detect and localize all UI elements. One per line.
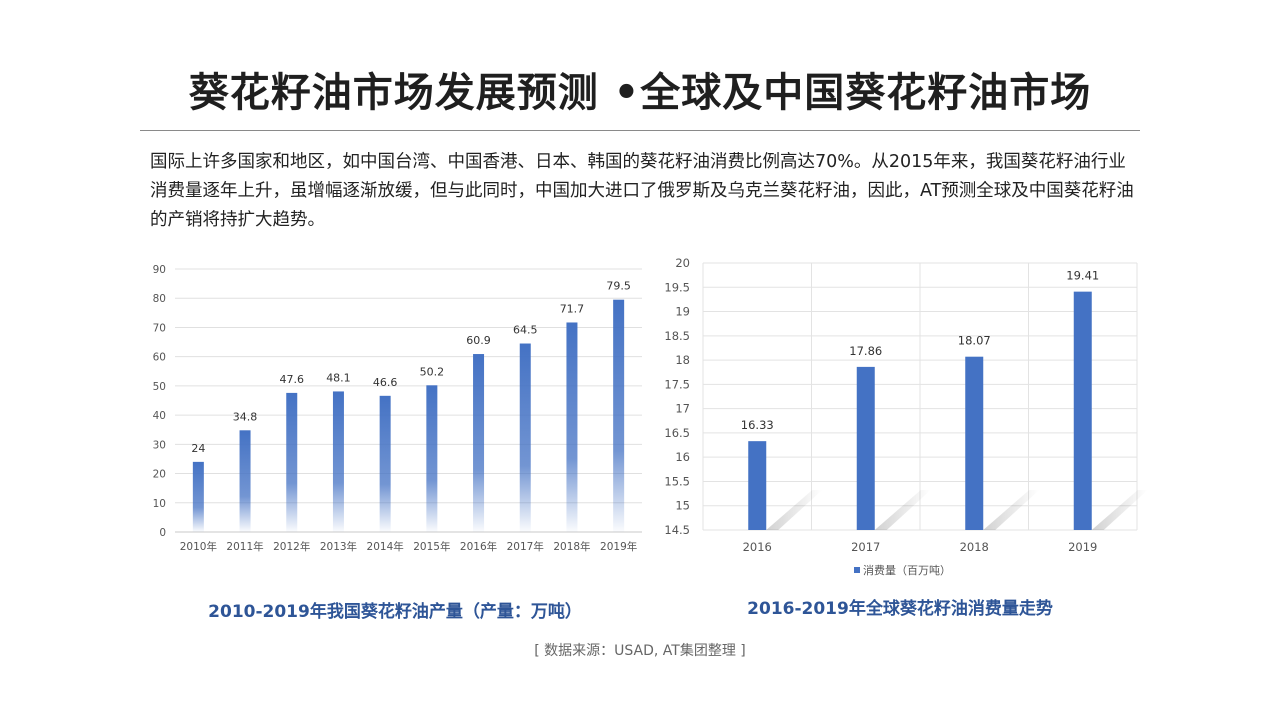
- bar: [332, 391, 344, 532]
- y-tick-label: 17: [675, 402, 690, 416]
- bar-shadow: [874, 490, 931, 530]
- x-tick-label: 2015年: [413, 540, 450, 553]
- intro-paragraph: 国际上许多国家和地区，如中国台湾、中国香港、日本、韩国的葵花籽油消费比例高达70…: [150, 152, 1134, 230]
- x-tick-label: 2016年: [460, 540, 497, 553]
- bar-value-label: 34.8: [233, 410, 257, 423]
- y-tick-label: 0: [159, 527, 166, 539]
- bar-value-label: 47.6: [280, 373, 305, 386]
- data-source-note: [ 数据来源：USAD, AT集团整理 ]: [534, 643, 746, 659]
- y-tick-label: 18.5: [664, 329, 690, 343]
- x-tick-label: 2017年: [507, 540, 544, 553]
- y-tick-label: 20: [675, 256, 690, 270]
- bar-value-label: 60.9: [466, 334, 491, 347]
- y-tick-label: 60: [153, 352, 166, 364]
- bar: [473, 354, 485, 532]
- y-tick-label: 19.5: [664, 280, 690, 294]
- x-tick-label: 2016: [743, 540, 772, 554]
- y-tick-label: 16: [675, 450, 690, 464]
- bar-value-label: 19.41: [1066, 269, 1099, 283]
- bar: [426, 385, 438, 532]
- bar-shadow: [766, 490, 823, 530]
- y-tick-label: 90: [153, 264, 166, 276]
- production-chart-title: 2010-2019年我国葵花籽油产量（产量：万吨）: [208, 602, 582, 622]
- y-tick-label: 15: [675, 499, 690, 513]
- legend-swatch: [854, 567, 860, 573]
- y-tick-label: 30: [153, 439, 166, 451]
- bar: [379, 395, 391, 532]
- bar-value-label: 79.5: [606, 280, 631, 293]
- y-tick-label: 18: [675, 353, 690, 367]
- x-tick-label: 2018: [960, 540, 989, 554]
- x-tick-label: 2012年: [273, 540, 310, 553]
- y-tick-label: 15.5: [664, 474, 690, 488]
- y-tick-label: 20: [153, 469, 166, 481]
- legend-label: 消费量（百万吨）: [863, 563, 951, 577]
- bar: [286, 392, 298, 532]
- y-tick-label: 80: [153, 293, 166, 305]
- bar-value-label: 71.7: [560, 302, 585, 315]
- bar: [1073, 291, 1092, 530]
- bar: [748, 441, 767, 530]
- bar: [856, 366, 875, 530]
- x-tick-label: 2013年: [320, 540, 357, 553]
- bar: [519, 343, 531, 532]
- y-tick-label: 10: [153, 498, 166, 510]
- title-divider: [140, 130, 1140, 131]
- bar-value-label: 50.2: [420, 365, 445, 378]
- production-chart-svg: 0 10 20 30 40 50 60 70 80 90 24 2010年 34.8 2011年 47.6 2…: [153, 264, 642, 553]
- bar-shadow: [983, 490, 1040, 530]
- bar: [192, 461, 204, 532]
- y-tick-label: 17.5: [664, 377, 690, 391]
- y-tick-label: 14.5: [664, 523, 690, 537]
- consumption-chart: 14.5 15 15.5 16 16.5 17 17.5 18 18.5 19 19.5 20 16.3…: [655, 250, 1150, 585]
- bar-value-label: 16.33: [741, 418, 774, 432]
- y-tick-label: 19: [675, 305, 690, 319]
- x-tick-label: 2017: [851, 540, 880, 554]
- x-tick-label: 2018年: [553, 540, 590, 553]
- x-tick-label: 2019: [1068, 540, 1097, 554]
- bar-value-label: 46.6: [373, 376, 398, 389]
- consumption-chart-svg: 14.5 15 15.5 16 16.5 17 17.5 18 18.5 19 19.5 20 16.3…: [664, 256, 1148, 577]
- x-tick-label: 2019年: [600, 540, 637, 553]
- bar-value-label: 48.1: [326, 371, 351, 384]
- bar: [239, 430, 251, 532]
- page-title: 葵花籽油市场发展预测 •全球及中国葵花籽油市场: [188, 70, 1092, 116]
- y-tick-label: 40: [153, 410, 166, 422]
- production-chart: 0 10 20 30 40 50 60 70 80 90 24 2010年 34.8 2011年 47.6 2…: [140, 255, 655, 560]
- bar: [965, 356, 984, 530]
- x-tick-label: 2014年: [367, 540, 404, 553]
- bar: [566, 322, 578, 532]
- y-tick-label: 70: [153, 322, 166, 334]
- x-tick-label: 2011年: [226, 540, 263, 553]
- y-tick-label: 50: [153, 381, 166, 393]
- y-tick-label: 16.5: [664, 426, 690, 440]
- bar: [613, 299, 625, 532]
- x-tick-label: 2010年: [180, 540, 217, 553]
- consumption-chart-title: 2016-2019年全球葵花籽油消费量走势: [747, 599, 1053, 619]
- bar-value-label: 18.07: [958, 334, 991, 348]
- bar-value-label: 64.5: [513, 324, 538, 337]
- bar-shadow: [1091, 490, 1148, 530]
- bar-value-label: 24: [191, 442, 205, 455]
- bar-value-label: 17.86: [849, 344, 882, 358]
